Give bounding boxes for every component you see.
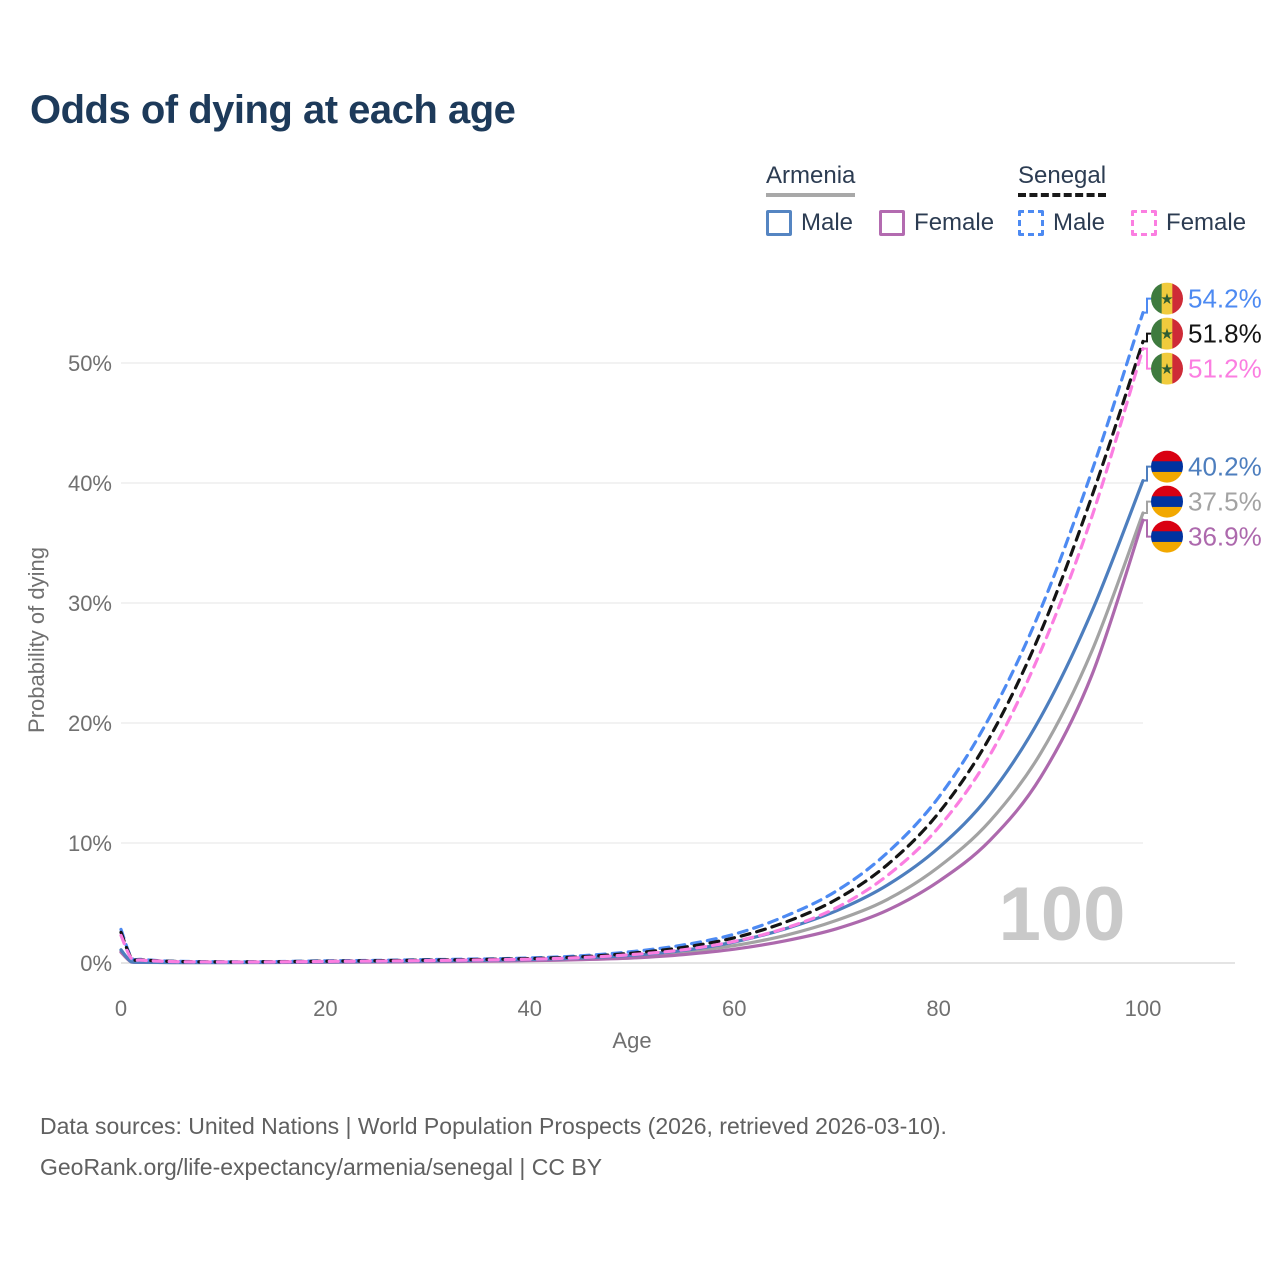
page-title: Odds of dying at each age xyxy=(30,88,516,132)
legend-item-armenia-male[interactable]: Male xyxy=(766,209,853,237)
flag-armenia-icon xyxy=(1151,520,1183,553)
x-tick-label: 20 xyxy=(313,996,337,1021)
y-axis-title: Probability of dying xyxy=(24,547,49,733)
end-value-label-armenia-female: 36.9% xyxy=(1188,522,1262,552)
legend-row-armenia: Male Female xyxy=(766,209,994,237)
legend-item-label: Female xyxy=(1166,209,1247,236)
flag-senegal-icon: ★ xyxy=(1151,317,1183,350)
label-connector-senegal-female xyxy=(1143,347,1151,370)
label-connector-senegal-both xyxy=(1143,332,1151,343)
label-connector-senegal-male xyxy=(1143,297,1151,314)
end-value-label-senegal-female: 51.2% xyxy=(1188,354,1262,384)
line-swatch-icon xyxy=(879,210,906,236)
line-armenia-male xyxy=(119,479,1145,965)
line-senegal-both xyxy=(119,339,1145,964)
x-axis-title: Age xyxy=(612,1028,651,1053)
x-tick-label: 80 xyxy=(926,996,950,1021)
end-value-label-senegal-both: 51.8% xyxy=(1188,319,1262,349)
y-tick-label: 40% xyxy=(68,471,112,496)
line-swatch-icon xyxy=(1131,210,1158,236)
legend-item-senegal-male[interactable]: Male xyxy=(1018,209,1105,237)
legend-item-label: Male xyxy=(1053,209,1106,236)
legend-header-armenia: Armenia xyxy=(766,162,856,197)
label-connector-armenia-female xyxy=(1143,519,1151,538)
label-connector-armenia-male xyxy=(1143,465,1151,482)
legend-group-senegal: Senegal Male Female xyxy=(1018,162,1246,237)
flag-senegal-icon: ★ xyxy=(1151,352,1183,385)
flag-star-glyph: ★ xyxy=(1160,291,1173,308)
y-tick-label: 30% xyxy=(68,591,112,616)
legend-item-label: Male xyxy=(801,209,854,236)
line-swatch-icon xyxy=(766,210,792,236)
legend-group-armenia: Armenia Male Female xyxy=(766,162,994,237)
end-value-label-armenia-male: 40.2% xyxy=(1188,452,1262,482)
y-tick-label: 10% xyxy=(68,831,112,856)
flag-star-glyph: ★ xyxy=(1160,326,1173,343)
footer-attribution: GeoRank.org/life-expectancy/armenia/sene… xyxy=(40,1154,603,1180)
x-tick-label: 100 xyxy=(1125,996,1162,1021)
flag-armenia-icon xyxy=(1151,485,1183,518)
mortality-line-chart: 0% 10% 20% 30% 40% 50% 0 20 40 60 80 100 Probability… xyxy=(24,282,1262,1053)
legend-item-senegal-female[interactable]: Female xyxy=(1131,209,1246,237)
flag-senegal-icon: ★ xyxy=(1151,282,1183,315)
flag-armenia-icon xyxy=(1151,450,1183,483)
legend-item-label: Female xyxy=(914,209,995,236)
end-value-label-armenia-both: 37.5% xyxy=(1188,487,1262,517)
label-connector-armenia-both xyxy=(1143,500,1151,514)
legend-item-armenia-female[interactable]: Female xyxy=(879,209,994,237)
legend-header-senegal: Senegal xyxy=(1018,162,1107,197)
x-tick-label: 0 xyxy=(115,996,127,1021)
x-tick-label: 60 xyxy=(722,996,746,1021)
line-swatch-icon xyxy=(1018,210,1044,236)
line-armenia-female xyxy=(119,518,1145,965)
age-watermark: 100 xyxy=(999,872,1126,957)
flag-star-glyph: ★ xyxy=(1160,361,1173,378)
line-senegal-male xyxy=(119,311,1145,964)
y-tick-label: 50% xyxy=(68,351,112,376)
footer-data-sources: Data sources: United Nations | World Pop… xyxy=(40,1113,947,1139)
line-senegal-female xyxy=(119,347,1145,964)
y-tick-label: 0% xyxy=(80,951,112,976)
y-tick-label: 20% xyxy=(68,711,112,736)
x-tick-label: 40 xyxy=(518,996,542,1021)
legend-row-senegal: Male Female xyxy=(1018,209,1246,237)
end-value-label-senegal-male: 54.2% xyxy=(1188,284,1262,314)
footer: Data sources: United Nations | World Pop… xyxy=(40,1106,947,1188)
